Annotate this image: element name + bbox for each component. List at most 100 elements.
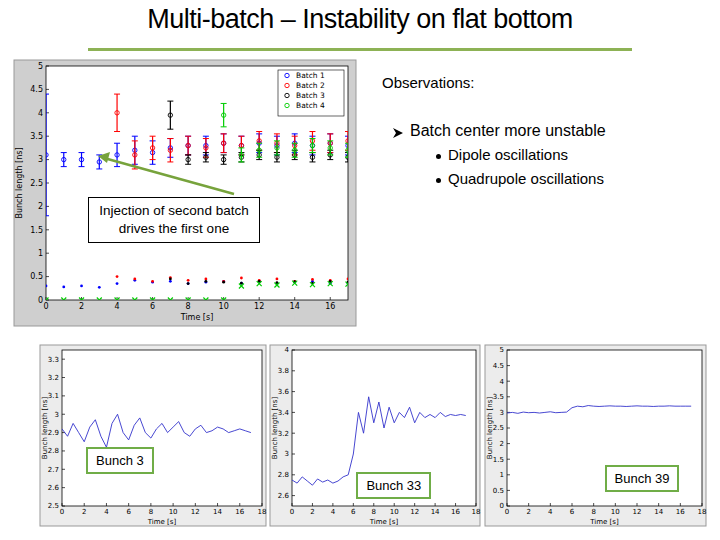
- point: [79, 298, 84, 301]
- y-tick-label: 2.5: [48, 502, 59, 510]
- point: [222, 281, 225, 284]
- x-tick: [150, 503, 151, 506]
- error-bar-cap: [238, 161, 244, 162]
- error-bar-cap: [185, 154, 191, 155]
- error-bar: [274, 141, 280, 155]
- x-tick: [394, 503, 395, 506]
- cross-stroke: [346, 282, 349, 287]
- x-axis-label: Time [s]: [180, 313, 214, 322]
- line-series: [507, 406, 691, 414]
- y-tick-label: 5: [38, 62, 43, 71]
- error-bar-stem: [347, 143, 348, 157]
- y-tick: [62, 395, 65, 396]
- point: [276, 278, 279, 281]
- y-tick-label: 1.5: [30, 226, 43, 235]
- point: [46, 298, 49, 301]
- observations-point: Batch center more unstable: [410, 122, 606, 140]
- x-tick-label: 8: [372, 508, 376, 516]
- error-bar-cap: [345, 161, 348, 162]
- cross-stroke: [203, 298, 208, 301]
- error-bar-cap: [221, 152, 227, 153]
- error-bar: [221, 103, 227, 126]
- error-bar: [256, 143, 262, 157]
- error-bar: [292, 143, 298, 157]
- cross-stroke: [132, 298, 137, 301]
- x-tick-label: 10: [169, 508, 178, 516]
- y-tick-label: 5: [500, 346, 504, 354]
- point: [79, 157, 83, 161]
- y-tick: [292, 474, 295, 475]
- point: [346, 139, 348, 143]
- x-tick: [217, 503, 218, 506]
- y-tick-label: 1: [500, 471, 504, 479]
- error-bar-cap: [203, 152, 209, 153]
- x-axis-label: Time [s]: [589, 518, 619, 526]
- x-tick: [294, 297, 295, 300]
- error-bar-cap: [96, 168, 102, 169]
- x-tick: [312, 503, 313, 506]
- error-bar-stem: [294, 143, 295, 157]
- error-bar-cap: [345, 157, 348, 158]
- error-bar-cap: [185, 136, 191, 137]
- error-bar-cap: [274, 133, 280, 134]
- y-tick: [507, 474, 510, 475]
- plot-frame: [62, 350, 262, 506]
- error-bar-stem: [81, 153, 82, 167]
- y-tick-label: 3.4: [278, 409, 290, 417]
- x-tick: [373, 503, 374, 506]
- y-tick-label: 3.8: [278, 367, 289, 375]
- y-tick-label: 3.2: [278, 430, 289, 438]
- error-bar-cap: [309, 131, 315, 132]
- x-tick: [637, 503, 638, 506]
- error-bar-cap: [132, 168, 138, 169]
- x-tick: [128, 503, 129, 506]
- point: [187, 282, 190, 285]
- y-tick-label: 2: [38, 202, 43, 211]
- error-bar-cap: [327, 133, 333, 134]
- cross-stroke: [221, 298, 226, 301]
- error-bar-cap: [167, 161, 173, 162]
- x-tick-label: 2: [82, 508, 86, 516]
- error-bar: [203, 136, 209, 155]
- cross-stroke: [239, 283, 244, 288]
- error-bar: [185, 136, 191, 155]
- cross-stroke: [79, 298, 84, 301]
- cross-stroke: [168, 298, 173, 301]
- x-tick: [239, 503, 240, 506]
- x-tick-label: 4: [331, 508, 336, 516]
- cross-stroke: [274, 283, 279, 288]
- cross-stroke: [79, 298, 84, 301]
- x-axis-label: Time [s]: [147, 518, 177, 526]
- error-bar: [167, 139, 173, 162]
- point: [221, 141, 225, 145]
- y-tick: [292, 370, 295, 371]
- error-bar-stem: [312, 153, 313, 162]
- error-bar-cap: [150, 136, 156, 137]
- y-tick-label: 3.6: [278, 388, 290, 396]
- error-bar-cap: [185, 164, 191, 165]
- error-bar-cap: [203, 136, 209, 137]
- error-bar: [221, 134, 227, 153]
- point: [310, 143, 314, 147]
- observations-subpoint: Dipole oscillations: [448, 146, 568, 163]
- point: [115, 298, 120, 301]
- x-tick: [195, 503, 196, 506]
- error-bar-stem: [134, 141, 135, 169]
- x-tick: [330, 297, 331, 300]
- x-tick-label: 18: [472, 508, 481, 516]
- point: [80, 285, 83, 288]
- title-underline: [88, 48, 632, 51]
- error-bar-stem: [223, 134, 224, 153]
- y-tick: [46, 253, 49, 254]
- point: [347, 278, 348, 281]
- y-tick-label: 3: [38, 155, 43, 164]
- error-bar-cap: [114, 131, 120, 132]
- x-tick: [572, 503, 573, 506]
- y-tick-label: 3.2: [48, 374, 59, 382]
- annotation-arrow: [104, 158, 234, 194]
- error-bar: [46, 94, 49, 216]
- error-bar-cap: [238, 136, 244, 137]
- error-bar-stem: [46, 94, 47, 216]
- x-tick-label: 12: [410, 508, 419, 516]
- cross-stroke: [97, 298, 102, 301]
